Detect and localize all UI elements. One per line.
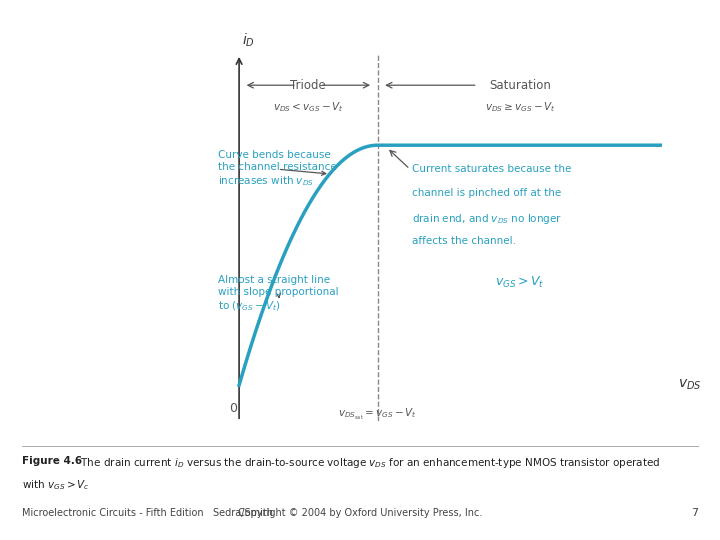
Text: 0: 0 bbox=[229, 402, 237, 415]
Text: Curve bends because
the channel resistance
increases with $v_{DS}$: Curve bends because the channel resistan… bbox=[218, 151, 337, 188]
Text: Almost a straight line
with slope proportional
to $(v_{GS} - V_t)$: Almost a straight line with slope propor… bbox=[218, 275, 339, 313]
Text: Current saturates because the: Current saturates because the bbox=[413, 164, 572, 174]
Text: $v_{DS} \geq v_{GS} - V_t$: $v_{DS} \geq v_{GS} - V_t$ bbox=[485, 100, 556, 114]
Text: channel is pinched off at the: channel is pinched off at the bbox=[413, 188, 562, 198]
Text: $i_D$: $i_D$ bbox=[242, 32, 255, 49]
Text: with $v_{GS} > V_c$: with $v_{GS} > V_c$ bbox=[22, 478, 89, 492]
Text: $v_{DS_{\rm sat}} = v_{GS} - V_t$: $v_{DS_{\rm sat}} = v_{GS} - V_t$ bbox=[338, 407, 417, 422]
Text: The drain current $i_D$ versus the drain-to-source voltage $v_{DS}$ for an enhan: The drain current $i_D$ versus the drain… bbox=[74, 456, 660, 470]
Text: Copyright © 2004 by Oxford University Press, Inc.: Copyright © 2004 by Oxford University Pr… bbox=[238, 508, 482, 518]
Text: 7: 7 bbox=[691, 508, 698, 518]
Text: drain end, and $v_{DS}$ no longer: drain end, and $v_{DS}$ no longer bbox=[413, 212, 562, 226]
Text: affects the channel.: affects the channel. bbox=[413, 237, 516, 246]
Text: Microelectronic Circuits - Fifth Edition   Sedra/Smith: Microelectronic Circuits - Fifth Edition… bbox=[22, 508, 273, 518]
Text: $v_{DS} < v_{GS} - V_t$: $v_{DS} < v_{GS} - V_t$ bbox=[273, 100, 344, 114]
Text: $v_{GS} > V_t$: $v_{GS} > V_t$ bbox=[495, 274, 545, 289]
Text: Saturation: Saturation bbox=[489, 79, 551, 92]
Text: Triode: Triode bbox=[290, 79, 326, 92]
Text: $v_{DS}$: $v_{DS}$ bbox=[678, 378, 701, 393]
Text: Figure 4.6: Figure 4.6 bbox=[22, 456, 82, 467]
